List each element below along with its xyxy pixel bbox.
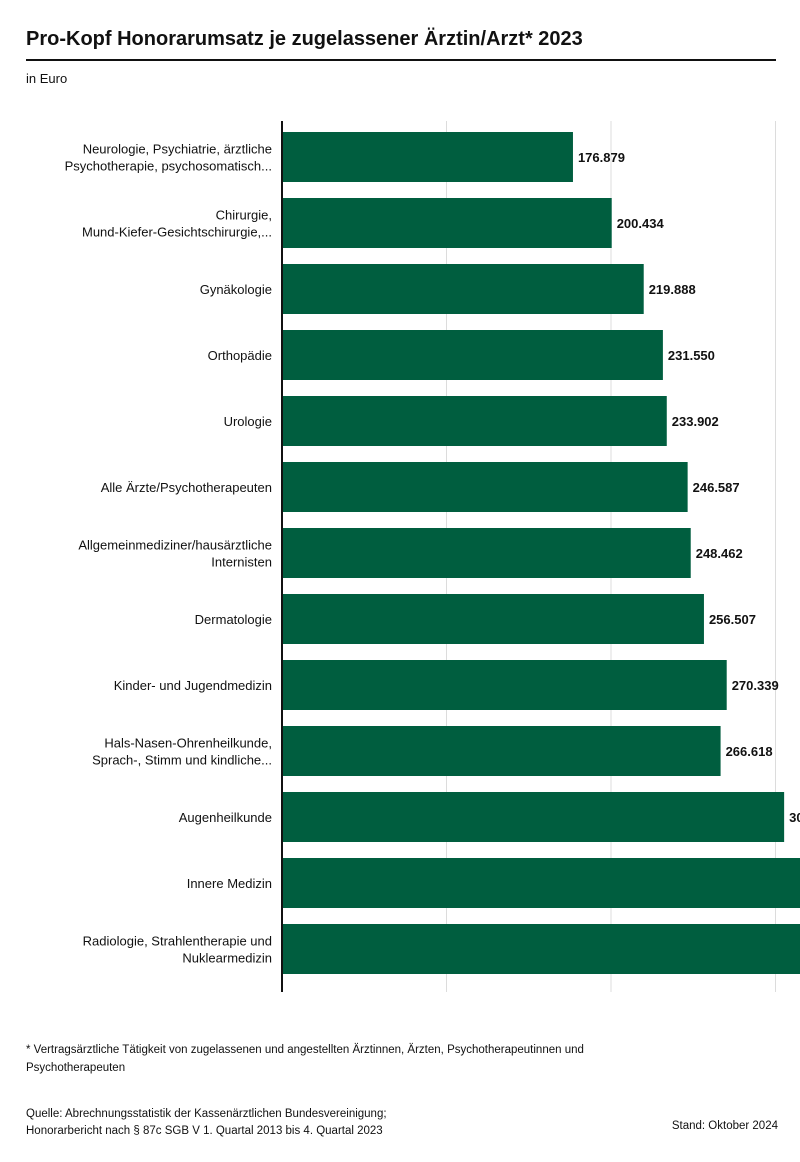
footnote-line: Psychotherapeuten (26, 1062, 126, 1074)
category-label: Radiologie, Strahlentherapie und (83, 934, 272, 949)
bar (282, 330, 663, 380)
bar (282, 726, 721, 776)
source-line: Quelle: Abrechnungsstatistik der Kassenä… (26, 1108, 387, 1120)
bar-value-label: 256.507 (709, 612, 756, 627)
bar-value-label: 200.434 (617, 216, 665, 231)
stand-date: Stand: Oktober 2024 (671, 1120, 778, 1132)
source-note: Quelle: Abrechnungsstatistik der Kassenä… (26, 1106, 546, 1140)
category-label: Innere Medizin (187, 876, 272, 891)
bar-value-label: 219.888 (649, 282, 696, 297)
chart-title: Pro-Kopf Honorarumsatz je zugelassener Ä… (26, 28, 583, 50)
bar (282, 528, 691, 578)
category-label: Chirurgie, (216, 208, 272, 223)
bar (282, 132, 573, 182)
bar (282, 396, 667, 446)
category-label: Hals-Nasen-Ohrenheilkunde, (104, 736, 272, 751)
bar (282, 264, 644, 314)
bar (282, 594, 704, 644)
category-label: Nuklearmedizin (182, 951, 272, 966)
bar-value-label: 270.339 (732, 678, 779, 693)
bar-value-label: 233.902 (672, 414, 719, 429)
bar-value-label: 266.618 (726, 744, 773, 759)
category-label: Allgemeinmediziner/hausärztliche (78, 538, 272, 553)
bar (282, 858, 800, 908)
category-label: Mund-Kiefer-Gesichtschirurgie,... (82, 225, 272, 240)
footnote: * Vertragsärztliche Tätigkeit von zugela… (26, 1041, 726, 1077)
bar (282, 198, 612, 248)
category-label: Augenheilkunde (179, 810, 272, 825)
category-label: Dermatologie (195, 612, 272, 627)
category-label: Urologie (224, 414, 272, 429)
category-label: Sprach-, Stimm und kindliche... (92, 753, 272, 768)
category-label: Kinder- und Jugendmedizin (114, 678, 272, 693)
bar-value-label: 246.587 (693, 480, 740, 495)
bar-value-label: 231.550 (668, 348, 715, 363)
bar (282, 924, 800, 974)
bar-value-label: 248.462 (696, 546, 743, 561)
source-line: Honorarbericht nach § 87c SGB V 1. Quart… (26, 1125, 383, 1137)
category-label: Psychotherapie, psychosomatisch... (65, 159, 272, 174)
bar-value-label: 305.249 (789, 810, 800, 825)
bar-value-label: 176.879 (578, 150, 625, 165)
bar (282, 792, 785, 842)
category-label: Neurologie, Psychiatrie, ärztliche (83, 142, 272, 157)
footnote-line: * Vertragsärztliche Tätigkeit von zugela… (26, 1044, 584, 1056)
bar (282, 660, 727, 710)
category-label: Gynäkologie (200, 282, 272, 297)
title-divider (26, 59, 776, 61)
category-label: Internisten (211, 555, 272, 570)
category-label: Orthopädie (208, 348, 272, 363)
category-label: Alle Ärzte/Psychotherapeuten (101, 480, 272, 495)
bar-chart: 176.879 Neurologie, Psychiatrie, ärztlich… (65, 121, 800, 992)
bar (282, 462, 688, 512)
unit-label: in Euro (26, 71, 68, 86)
